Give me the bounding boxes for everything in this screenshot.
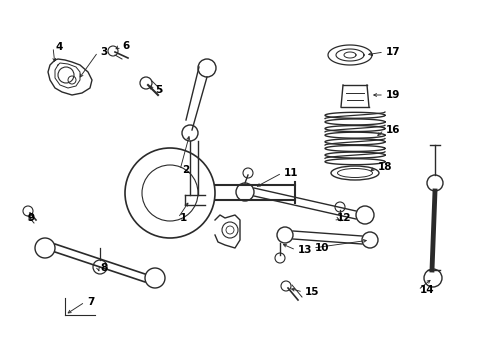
Text: 6: 6 [122, 41, 129, 51]
Text: 5: 5 [155, 85, 162, 95]
Text: 19: 19 [385, 90, 400, 100]
Text: 4: 4 [55, 42, 62, 52]
Text: 18: 18 [377, 162, 392, 172]
Text: 2: 2 [182, 165, 189, 175]
Text: 3: 3 [100, 47, 107, 57]
Text: 7: 7 [87, 297, 94, 307]
Text: 14: 14 [419, 285, 434, 295]
Text: 8: 8 [100, 263, 107, 273]
Text: 16: 16 [385, 125, 400, 135]
Text: 9: 9 [28, 213, 35, 223]
Text: 17: 17 [385, 47, 400, 57]
Text: 1: 1 [180, 213, 187, 223]
Text: 10: 10 [314, 243, 329, 253]
Text: 15: 15 [305, 287, 319, 297]
Text: 13: 13 [297, 245, 312, 255]
Text: 12: 12 [336, 213, 351, 223]
Text: 11: 11 [284, 168, 298, 178]
